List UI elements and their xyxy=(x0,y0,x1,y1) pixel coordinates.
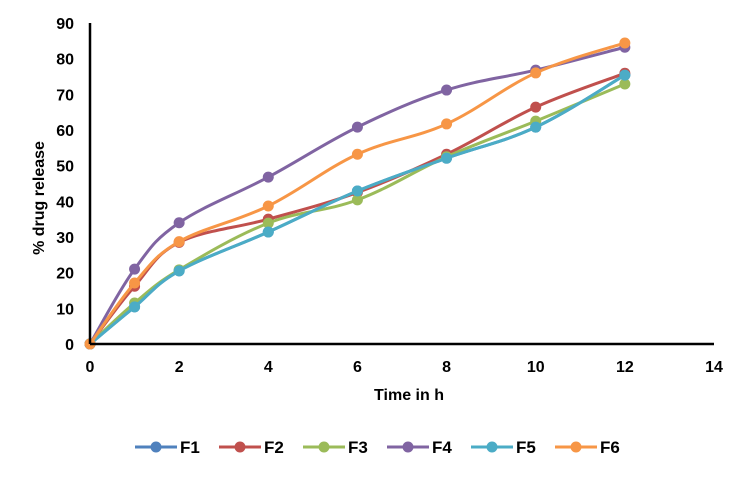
data-point xyxy=(619,69,631,81)
legend-marker xyxy=(486,441,498,453)
y-tick-label: 90 xyxy=(56,16,74,33)
legend-marker xyxy=(318,441,330,453)
legend-marker xyxy=(234,441,246,453)
series-line xyxy=(88,41,626,345)
data-point xyxy=(173,265,185,277)
data-point xyxy=(619,78,631,90)
legend-item-f2: F2 xyxy=(219,438,284,457)
x-tick-label: 4 xyxy=(264,359,273,376)
data-point xyxy=(262,171,274,183)
data-point xyxy=(173,217,185,229)
y-tick-labels: 0 10 20 30 40 50 60 70 80 90 xyxy=(56,16,74,354)
legend-item-f4: F4 xyxy=(387,438,452,457)
x-tick-label: 2 xyxy=(175,359,184,376)
legend-label: F4 xyxy=(432,438,452,457)
data-point xyxy=(530,121,542,133)
data-point xyxy=(351,185,363,197)
series-f5 xyxy=(84,69,631,350)
x-tick-label: 6 xyxy=(353,359,362,376)
data-point xyxy=(530,67,542,79)
legend-marker xyxy=(150,441,162,453)
legend: F1 F2 F3 F4 F5 F6 xyxy=(135,438,620,457)
data-point xyxy=(173,236,185,248)
y-tick-label: 30 xyxy=(56,230,74,247)
data-point xyxy=(351,121,363,133)
x-tick-labels: 0 2 4 6 8 10 12 14 xyxy=(86,359,723,376)
series-line xyxy=(89,73,626,346)
data-point xyxy=(441,118,453,130)
legend-label: F5 xyxy=(516,438,536,457)
data-point xyxy=(351,148,363,160)
y-tick-label: 0 xyxy=(65,337,74,354)
y-tick-label: 10 xyxy=(56,301,74,318)
y-tick-label: 20 xyxy=(56,266,74,283)
data-point xyxy=(619,37,631,49)
legend-item-f6: F6 xyxy=(555,438,620,457)
legend-marker xyxy=(402,441,414,453)
x-axis-title: Time in h xyxy=(374,387,444,404)
data-point xyxy=(129,263,141,275)
x-tick-label: 12 xyxy=(616,359,634,376)
legend-item-f1: F1 xyxy=(135,438,200,457)
y-tick-label: 60 xyxy=(56,123,74,140)
legend-label: F2 xyxy=(264,438,284,457)
data-point xyxy=(441,152,453,164)
y-tick-label: 80 xyxy=(56,52,74,69)
series-f6 xyxy=(84,37,631,350)
x-tick-label: 0 xyxy=(86,359,95,376)
x-tick-label: 8 xyxy=(442,359,451,376)
data-point xyxy=(262,226,274,238)
series-line xyxy=(88,71,626,345)
data-point xyxy=(129,301,141,313)
y-tick-label: 40 xyxy=(56,194,74,211)
legend-label: F6 xyxy=(600,438,620,457)
data-point xyxy=(530,101,542,113)
y-tick-label: 50 xyxy=(56,159,74,176)
series-line xyxy=(89,73,626,346)
x-tick-label: 14 xyxy=(705,359,723,376)
series-f2 xyxy=(84,67,631,350)
legend-marker xyxy=(570,441,582,453)
x-tick-label: 10 xyxy=(527,359,545,376)
y-axis-title: % drug release xyxy=(31,141,48,255)
series-f1 xyxy=(84,69,631,350)
legend-label: F1 xyxy=(180,438,200,457)
data-point xyxy=(351,194,363,206)
data-point xyxy=(441,84,453,96)
data-point xyxy=(262,200,274,212)
legend-label: F3 xyxy=(348,438,368,457)
y-tick-label: 70 xyxy=(56,87,74,104)
data-point xyxy=(129,277,141,289)
series-line xyxy=(88,45,626,345)
legend-item-f5: F5 xyxy=(471,438,536,457)
data-point xyxy=(262,217,274,229)
series-layer xyxy=(84,37,631,350)
legend-item-f3: F3 xyxy=(303,438,368,457)
